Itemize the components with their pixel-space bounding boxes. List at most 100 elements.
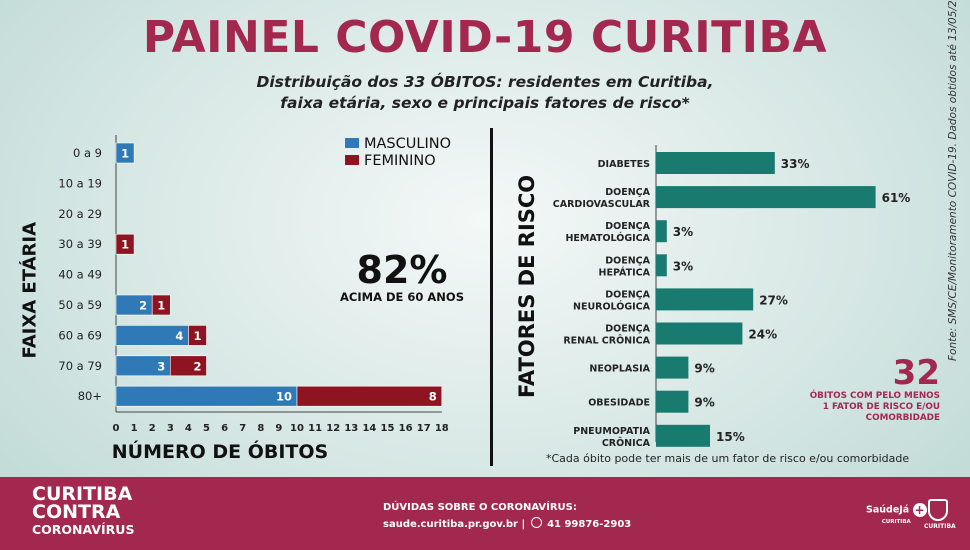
age-axis-label: FAIXA ETÁRIA: [19, 221, 41, 359]
female-value-label: 1: [193, 329, 201, 343]
risk-value-label: 3%: [673, 225, 693, 239]
risk-category-label: PNEUMOPATIA: [573, 426, 650, 437]
risk-category-label: DOENÇA: [605, 255, 650, 266]
risk-category-label: NEOPLASIA: [589, 364, 650, 375]
risk-bar: [656, 288, 754, 311]
x-tick-label: 3: [167, 423, 174, 434]
x-tick-label: 16: [399, 423, 413, 434]
risk-category-label: RENAL CRÔNICA: [563, 335, 650, 347]
age-category-label: 70 a 79: [58, 359, 102, 373]
brand-line-2: CONTRA: [32, 501, 121, 523]
risk-value-label: 3%: [673, 259, 693, 273]
source-note: Fonte: SMS/CE/Monitoramento COVID-19. Da…: [947, 0, 959, 361]
female-bar: [115, 233, 135, 255]
legend-male-swatch: [345, 138, 359, 148]
saudeja-logo-text: SaúdeJá: [866, 504, 910, 516]
x-tick-label: 4: [185, 423, 192, 434]
risk-bar: [656, 186, 876, 209]
male-value-label: 1: [121, 147, 129, 161]
subtitle: Distribuição dos 33 ÓBITOS: residentes e…: [0, 72, 970, 114]
page-title: PAINEL COVID-19 CURITIBA: [142, 12, 828, 63]
over-60-value: 82%: [356, 248, 448, 292]
risk-category-label: DOENÇA: [605, 221, 650, 232]
risk-category-label: NEUROLÓGICA: [573, 300, 651, 312]
legend-female-label: FEMININO: [364, 153, 436, 169]
female-value-label: 1: [121, 238, 129, 252]
female-value-label: 1: [157, 299, 165, 313]
risk-factor-stat: 32 ÓBITOS COM PELO MENOS 1 FATOR DE RISC…: [790, 355, 940, 424]
age-category-label: 40 a 49: [58, 268, 102, 282]
risk-bar: [656, 356, 689, 379]
x-tick-label: 2: [149, 423, 156, 434]
risk-bar: [656, 152, 775, 174]
x-tick-label: 0: [113, 423, 120, 434]
risk-factor-stat-line-3: COMORBIDADE: [865, 413, 940, 423]
saudeja-logo-sub: CURITIBA: [881, 519, 911, 525]
male-bar: [115, 385, 298, 407]
male-value-label: 2: [139, 299, 147, 313]
female-value-label: 8: [429, 390, 437, 404]
risk-value-label: 9%: [694, 396, 714, 410]
female-bar: [188, 325, 207, 346]
age-category-label: 50 a 59: [58, 298, 102, 312]
x-tick-label: 1: [131, 423, 138, 434]
brand-line-3: CORONAVÍRUS: [32, 522, 135, 537]
x-tick-label: 7: [239, 423, 246, 434]
risk-value-label: 33%: [781, 157, 810, 171]
subtitle-line-2: faixa etária, sexo e principais fatores …: [280, 94, 690, 112]
risk-value-label: 27%: [759, 293, 788, 307]
male-value-label: 4: [175, 329, 183, 343]
whatsapp-icon: [530, 517, 542, 528]
prefeitura-logo-text: CURITIBA: [924, 523, 956, 530]
campaign-logo: CURITIBA CONTRA CORONAVÍRUS: [32, 485, 134, 539]
male-value-label: 10: [276, 390, 292, 404]
risk-value-label: 24%: [748, 328, 777, 342]
risk-axis-label: FATORES DE RISCO: [515, 174, 539, 398]
female-bar: [151, 294, 171, 316]
panel-divider: [490, 128, 493, 466]
over-60-caption: ACIMA DE 60 ANOS: [340, 290, 464, 304]
x-tick-label: 10: [290, 423, 304, 434]
crest-icon: [928, 499, 948, 521]
risk-factor-stat-line-1: ÓBITOS COM PELO MENOS: [809, 391, 940, 401]
risk-bar: [656, 424, 710, 447]
saudeja-logo: SaúdeJá + CURITIBA: [866, 503, 927, 527]
legend-female-swatch: [345, 155, 359, 165]
risk-category-label: DOENÇA: [605, 289, 650, 300]
male-bar: [115, 142, 135, 164]
age-category-label: 0 a 9: [73, 146, 102, 160]
age-category-label: 20 a 29: [58, 207, 102, 221]
x-tick-label: 15: [381, 423, 395, 434]
x-tick-label: 12: [326, 423, 340, 434]
subtitle-line-1: Distribuição dos 33 ÓBITOS: residentes e…: [256, 73, 714, 91]
footnote: *Cada óbito pode ter mais de um fator de…: [546, 452, 910, 465]
risk-bar: [656, 220, 667, 243]
x-tick-label: 18: [435, 423, 449, 434]
over-60-stat: 82% ACIMA DE 60 ANOS: [322, 250, 482, 304]
age-category-label: 80+: [78, 389, 102, 403]
contact-info: DÚVIDAS SOBRE O CORONAVÍRUS: saude.curit…: [383, 499, 631, 533]
risk-category-label: HEMATOLÓGICA: [565, 232, 650, 244]
risk-category-label: DOENÇA: [605, 324, 650, 335]
x-tick-label: 17: [417, 423, 431, 434]
x-tick-label: 14: [362, 423, 376, 434]
risk-factor-stat-line-2: 1 FATOR DE RISCO E/OU: [822, 402, 940, 412]
website-link[interactable]: saude.curitiba.pr.gov.br: [383, 519, 518, 530]
risk-value-label: 61%: [882, 191, 911, 205]
risk-factor-stat-value: 32: [892, 353, 940, 393]
brand-line-1: CURITIBA: [32, 483, 133, 505]
charts-canvas: 0 a 9 1 10 a 19 20 a 29 30 a 39 1 40 a 49 50 a …: [58, 135, 911, 463]
age-category-label: 10 a 19: [58, 176, 102, 190]
prefeitura-logo: CURITIBA: [924, 499, 956, 530]
phone-number[interactable]: 41 99876-2903: [547, 519, 632, 530]
risk-bar: [656, 322, 743, 345]
risk-category-label: HEPÁTICA: [599, 266, 651, 278]
contact-title: DÚVIDAS SOBRE O CORONAVÍRUS:: [383, 502, 577, 513]
risk-category-label: DIABETES: [598, 159, 650, 170]
risk-category-label: CRÔNICA: [602, 437, 651, 449]
x-tick-label: 6: [221, 423, 228, 434]
female-bar: [170, 355, 207, 377]
risk-category-label: OBESIDADE: [588, 398, 650, 409]
x-tick-label: 11: [308, 423, 322, 434]
female-value-label: 2: [193, 359, 201, 373]
